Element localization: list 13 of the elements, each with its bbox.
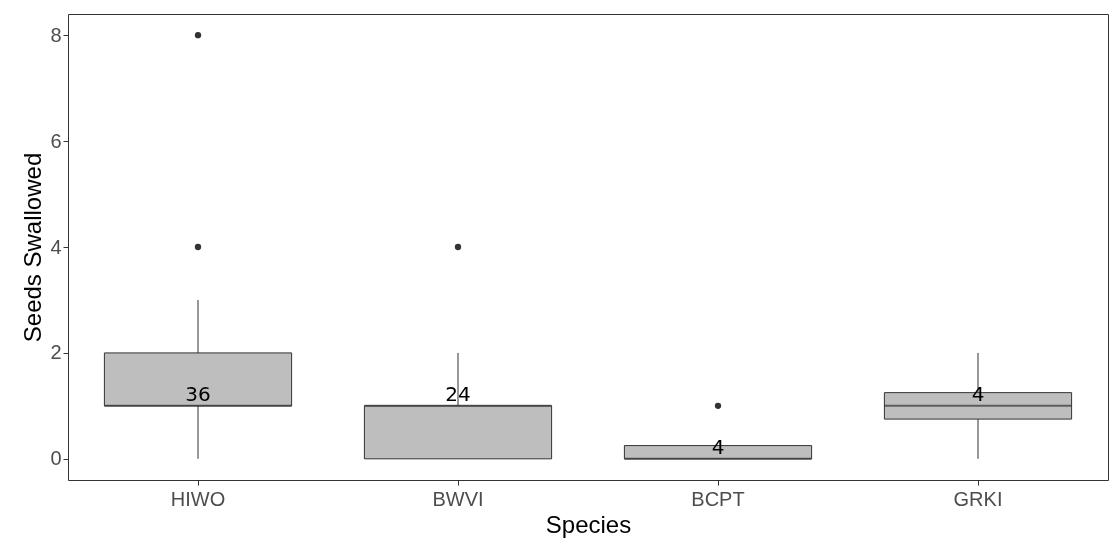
y-axis-title: Seeds Swallowed: [19, 152, 47, 343]
y-tick-label: 8: [50, 23, 62, 46]
x-tick-label: BWVI: [432, 487, 484, 510]
y-tick-label: 6: [50, 129, 62, 152]
annotation: 24: [445, 381, 471, 406]
y-tick-label: 4: [50, 235, 62, 258]
x-tick-label: HIWO: [170, 487, 226, 510]
x-tick-label: BCPT: [691, 487, 745, 510]
annotation: 36: [185, 381, 211, 406]
y-tick-label: 2: [50, 341, 62, 364]
y-tick-label: 0: [50, 447, 62, 470]
x-axis-title: Species: [545, 510, 632, 538]
x-tick-label: GRKI: [953, 487, 1003, 510]
